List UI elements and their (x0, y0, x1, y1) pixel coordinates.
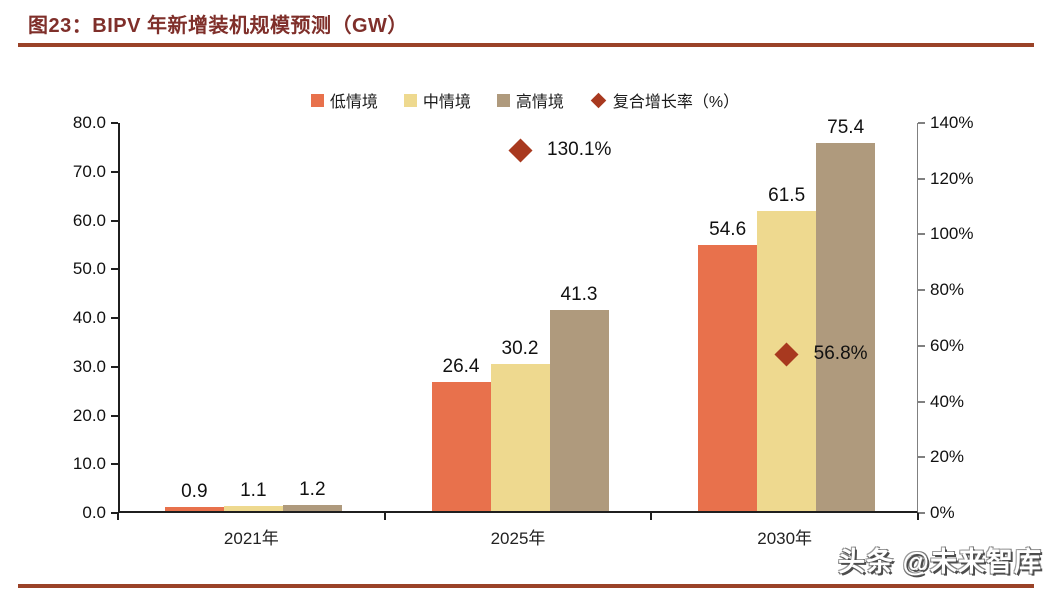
plot-area: 0.9 26.4 54.6 1.1 30.2 61.5 1.2 41.3 75.4 130.1% 5… (118, 117, 918, 513)
y2-axis-tick (918, 456, 925, 459)
bar (490, 363, 550, 511)
y2-axis-tick (918, 400, 925, 403)
y-axis-tick (111, 122, 118, 124)
y-axis-tick (111, 219, 118, 222)
bar (223, 505, 283, 511)
y-axis-tick (111, 463, 118, 466)
y2-axis-tick (918, 344, 925, 347)
x-axis-label: 2021年 (223, 529, 279, 548)
y-axis-label: 70.0 (72, 161, 106, 181)
bar-value-label: 30.2 (501, 337, 539, 359)
y2-axis-label: 0% (930, 503, 955, 522)
bottom-divider-line (18, 584, 1034, 588)
y2-axis-label: 100% (930, 224, 974, 244)
y2-axis-label: 120% (930, 168, 974, 188)
growth-marker-label: 56.8% (813, 342, 868, 364)
x-axis-tick (917, 513, 919, 520)
y-axis-label: 50.0 (72, 259, 106, 279)
y2-axis-tick (918, 233, 925, 236)
bar-value-label: 41.3 (560, 283, 598, 305)
chart-title: 图23：BIPV 年新增装机规模预测（GW） (28, 15, 408, 37)
y-axis-label: 60.0 (72, 210, 106, 230)
y2-axis-label: 20% (930, 447, 965, 467)
legend-item: 复合增长率（%） (590, 88, 739, 112)
legend-item: 低情境 (310, 88, 378, 112)
bar-value-label: 61.5 (768, 185, 806, 207)
y-axis-tick (111, 170, 118, 173)
y-axis-label: 20.0 (72, 405, 106, 425)
x-axis-label: 2025年 (490, 529, 546, 548)
y-axis-tick (111, 414, 118, 417)
y2-axis-label: 60% (930, 335, 965, 355)
legend-item: 高情境 (496, 88, 564, 112)
y-axis-label: 10.0 (72, 454, 106, 474)
legend-item: 中情境 (403, 88, 471, 112)
bar-value-label: 54.6 (709, 218, 747, 240)
y-axis-label: 80.0 (72, 113, 106, 132)
legend-diamond-icon (590, 92, 607, 108)
bar (698, 244, 758, 511)
y-axis-tick (111, 512, 118, 514)
y-axis-label: 30.0 (72, 356, 106, 376)
legend-square-icon (496, 93, 510, 107)
y-axis-label: 0.0 (82, 503, 106, 522)
bar-value-label: 1.1 (240, 479, 267, 501)
bar (431, 382, 491, 511)
bar (282, 505, 342, 511)
bar-value-label: 26.4 (442, 356, 480, 378)
bar (164, 506, 224, 511)
title-divider-line (18, 43, 1034, 47)
legend-square-icon (403, 93, 417, 107)
legend-label: 低情境 (329, 94, 378, 111)
y2-axis-label: 80% (930, 280, 965, 300)
bar-value-label: 0.9 (181, 480, 208, 502)
bar (549, 309, 609, 511)
bar-value-label: 1.2 (299, 479, 326, 501)
bar-value-label: 75.4 (827, 117, 865, 139)
y2-axis-tick (918, 177, 925, 180)
legend-square-icon (310, 93, 324, 107)
bar (816, 143, 876, 511)
y2-axis-tick (918, 122, 925, 124)
y2-axis-label: 40% (930, 391, 965, 411)
growth-marker-icon (507, 138, 533, 163)
legend-label: 复合增长率（%） (612, 94, 740, 111)
y-axis-tick (111, 317, 118, 319)
y-axis-label: 40.0 (72, 308, 106, 327)
x-axis-label: 2030年 (757, 529, 813, 548)
x-axis-tick (383, 513, 386, 520)
x-axis-tick (117, 513, 119, 520)
legend-label: 中情境 (422, 94, 471, 111)
legend: 低情境 中情境 高情境 复合增长率（%） (0, 88, 1050, 112)
y-axis-tick (111, 365, 118, 368)
y2-axis-label: 140% (930, 113, 974, 132)
watermark: 头条 @未来智库 (838, 547, 1042, 577)
growth-marker-label: 130.1% (547, 138, 612, 160)
y2-axis-tick (918, 289, 925, 292)
x-axis-tick (650, 513, 653, 520)
legend-label: 高情境 (515, 94, 564, 111)
y2-axis-tick (918, 512, 925, 514)
y-axis-tick (111, 268, 118, 271)
